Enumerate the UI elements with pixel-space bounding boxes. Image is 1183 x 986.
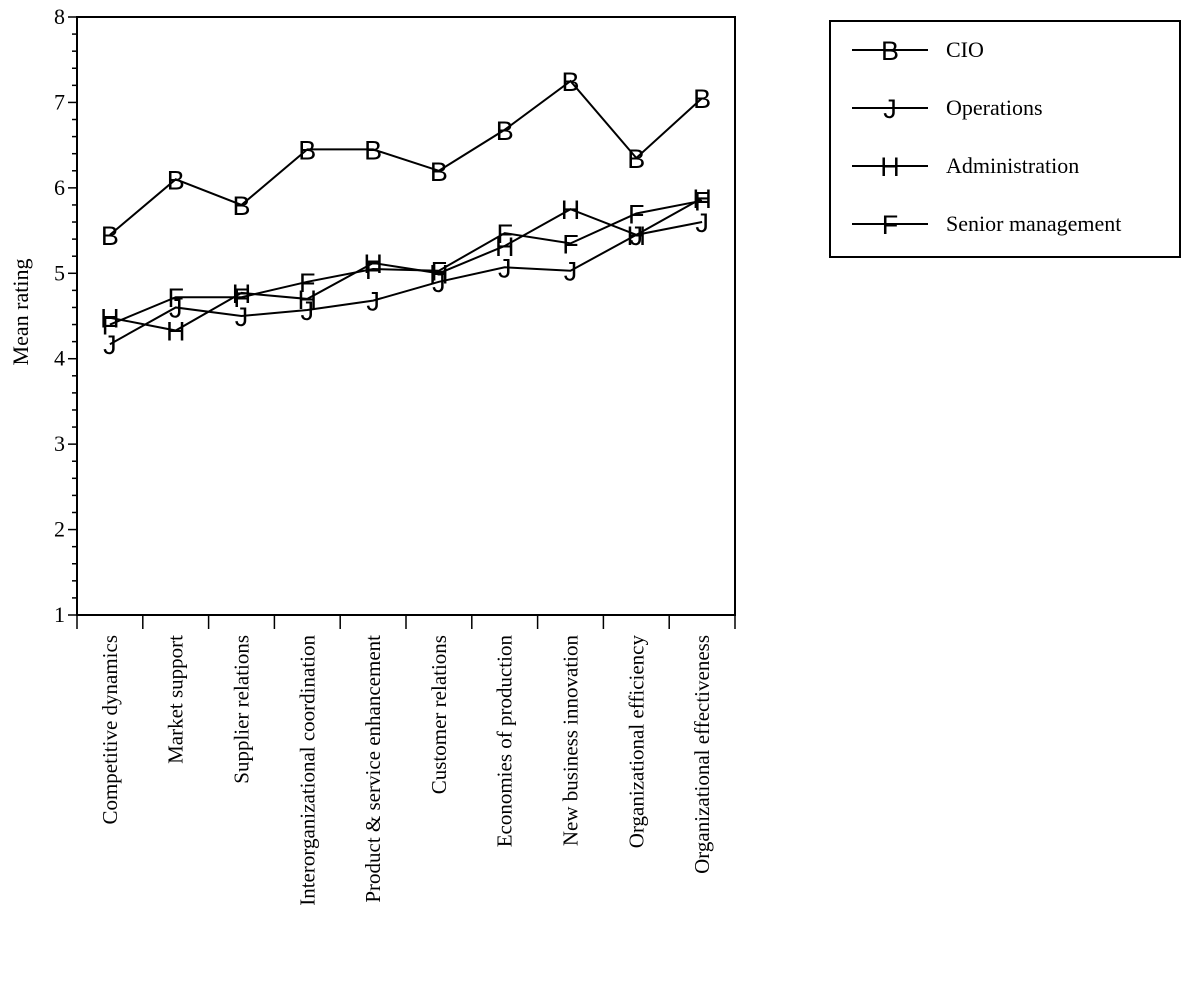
data-point-marker: J — [432, 268, 446, 298]
x-tick-label: Customer relations — [427, 635, 451, 794]
legend-swatch-marker: F — [882, 210, 899, 240]
series-line-operations — [109, 221, 703, 346]
y-tick-label: 2 — [54, 517, 65, 542]
data-point-marker: H — [166, 317, 186, 347]
data-point-marker: H — [298, 285, 318, 315]
data-point-marker: H — [363, 249, 383, 279]
data-point-marker: F — [233, 283, 250, 313]
legend-swatch-marker: J — [883, 94, 897, 124]
data-point-marker: B — [298, 135, 316, 165]
x-tick-label: Organizational effectiveness — [690, 635, 714, 874]
data-point-marker: H — [429, 259, 449, 289]
data-point-marker: H — [561, 195, 581, 225]
data-point-marker: H — [627, 221, 647, 251]
data-point-marker: J — [498, 253, 512, 283]
legend-label: CIO — [946, 37, 984, 62]
data-point-marker: B — [167, 165, 185, 195]
data-point-marker: J — [695, 208, 709, 238]
legend-label: Senior management — [946, 211, 1121, 236]
data-point-marker: B — [232, 191, 250, 221]
x-tick-label: Product & service enhancement — [361, 635, 385, 903]
x-tick-label: Interorganizational coordination — [295, 635, 319, 906]
data-point-marker: H — [692, 184, 712, 214]
x-tick-label: Competitive dynamics — [98, 635, 122, 825]
data-point-marker: H — [100, 304, 120, 334]
data-point-marker: B — [561, 67, 579, 97]
x-tick-label: New business innovation — [559, 635, 583, 847]
legend-label: Operations — [946, 95, 1043, 120]
data-point-marker: B — [627, 144, 645, 174]
data-point-marker: J — [235, 302, 249, 332]
legend-swatch-marker: H — [880, 152, 900, 182]
data-point-marker: J — [564, 257, 578, 287]
data-point-marker: F — [562, 229, 579, 259]
x-tick-label: Supplier relations — [230, 635, 254, 784]
data-point-marker: F — [496, 219, 513, 249]
data-point-marker: F — [365, 255, 382, 285]
y-tick-label: 1 — [54, 602, 65, 627]
series-line-administration — [109, 197, 703, 332]
data-point-marker: F — [628, 199, 645, 229]
y-tick-label: 6 — [54, 175, 65, 200]
x-tick-label: Organizational efficiency — [624, 635, 648, 849]
y-tick-label: 3 — [54, 431, 65, 456]
data-point-marker: J — [103, 330, 117, 360]
y-axis-label: Mean rating — [8, 259, 33, 366]
data-point-marker: F — [102, 311, 119, 341]
data-point-marker: B — [430, 157, 448, 187]
data-point-marker: F — [694, 187, 711, 217]
y-tick-label: 8 — [54, 4, 65, 29]
series-line-senior-management — [109, 199, 703, 326]
data-point-marker: F — [299, 268, 316, 298]
y-tick-label: 4 — [54, 346, 65, 371]
series-line-cio — [109, 79, 703, 236]
y-tick-label: 7 — [54, 89, 65, 114]
legend-swatch-marker: B — [881, 36, 899, 66]
data-point-marker: J — [169, 293, 183, 323]
data-point-marker: B — [693, 84, 711, 114]
data-point-marker: F — [431, 257, 448, 287]
y-tick-label: 5 — [54, 260, 65, 285]
data-point-marker: H — [495, 232, 515, 262]
legend-label: Administration — [946, 153, 1079, 178]
data-point-marker: F — [167, 283, 184, 313]
data-point-marker: B — [364, 135, 382, 165]
data-point-marker: H — [232, 279, 252, 309]
data-point-marker: B — [101, 221, 119, 251]
data-point-marker: B — [496, 116, 514, 146]
legend: B CIO J Operations H Administration F Senior ma… — [829, 20, 1181, 258]
data-point-marker: J — [366, 287, 380, 317]
legend-box — [829, 20, 1181, 258]
data-point-marker: J — [301, 296, 315, 326]
axes: 1 2 3 4 5 6 7 8 Mean rating Competitive dynamics M… — [8, 4, 736, 906]
x-tick-label: Economies of production — [493, 635, 517, 848]
x-tick-label: Market support — [164, 635, 188, 764]
